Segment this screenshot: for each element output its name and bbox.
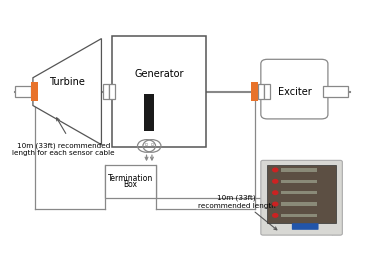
FancyBboxPatch shape <box>31 82 38 101</box>
Text: Termination: Termination <box>108 173 153 183</box>
Circle shape <box>273 191 278 195</box>
FancyBboxPatch shape <box>105 165 156 198</box>
FancyBboxPatch shape <box>258 84 264 99</box>
FancyBboxPatch shape <box>261 160 342 235</box>
FancyBboxPatch shape <box>109 84 115 99</box>
FancyBboxPatch shape <box>144 94 149 131</box>
Circle shape <box>273 180 278 183</box>
Polygon shape <box>33 39 101 145</box>
FancyBboxPatch shape <box>281 180 317 183</box>
FancyBboxPatch shape <box>281 168 317 172</box>
Text: R: R <box>150 144 154 148</box>
FancyBboxPatch shape <box>112 36 206 147</box>
Text: Exciter: Exciter <box>277 87 311 97</box>
Text: Box: Box <box>123 180 137 189</box>
FancyBboxPatch shape <box>251 82 258 101</box>
FancyBboxPatch shape <box>103 84 109 99</box>
FancyBboxPatch shape <box>281 214 317 217</box>
Text: Turbine: Turbine <box>49 76 85 87</box>
Text: 10m (33ft) recommended
length for each sensor cable: 10m (33ft) recommended length for each s… <box>12 142 115 156</box>
FancyBboxPatch shape <box>323 86 348 97</box>
FancyBboxPatch shape <box>281 191 317 195</box>
FancyBboxPatch shape <box>292 223 318 230</box>
FancyBboxPatch shape <box>149 94 155 131</box>
Circle shape <box>273 214 278 217</box>
Circle shape <box>273 202 278 206</box>
FancyBboxPatch shape <box>264 84 270 99</box>
FancyBboxPatch shape <box>281 202 317 206</box>
FancyBboxPatch shape <box>267 165 336 223</box>
Text: 10m (33ft)
recommended length: 10m (33ft) recommended length <box>198 195 276 209</box>
Circle shape <box>273 168 278 172</box>
Text: R: R <box>145 144 148 148</box>
FancyBboxPatch shape <box>261 59 328 119</box>
Text: Generator: Generator <box>134 69 184 79</box>
FancyBboxPatch shape <box>15 86 31 97</box>
